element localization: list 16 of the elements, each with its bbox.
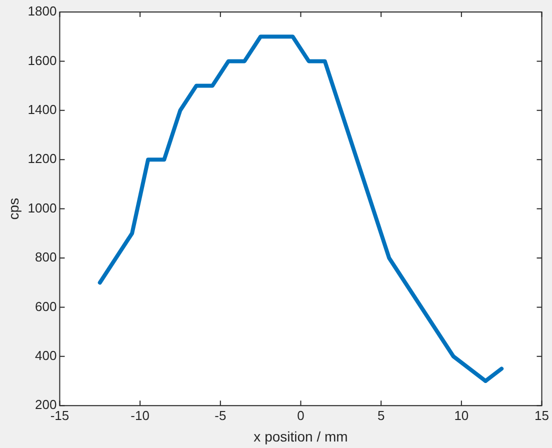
- y-tick-label: 1000: [28, 200, 57, 216]
- y-tick-label: 600: [35, 298, 57, 314]
- y-axis-title: cps: [5, 198, 22, 220]
- y-tick-label: 1800: [28, 4, 57, 19]
- x-tick-label: 15: [534, 408, 550, 423]
- x-tick-label: 10: [454, 408, 469, 423]
- x-tick-label: 0: [297, 408, 304, 423]
- y-tick-label: 1600: [28, 52, 57, 68]
- x-axis-title: x position / mm: [254, 428, 348, 444]
- y-tick-label: 800: [35, 250, 57, 265]
- y-tick-label: 1400: [28, 102, 57, 117]
- y-tick-label: 1200: [28, 151, 57, 166]
- x-tick-label: -5: [214, 408, 226, 423]
- x-tick-label: -10: [130, 408, 150, 423]
- y-tick-label: 400: [35, 348, 57, 363]
- x-tick-label: 5: [377, 408, 385, 423]
